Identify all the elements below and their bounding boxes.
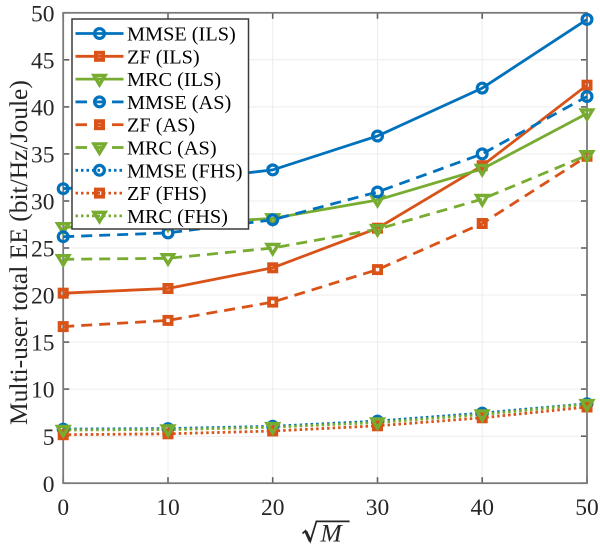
svg-text:MRC (FHS): MRC (FHS) [127, 206, 228, 228]
svg-text:40: 40 [31, 96, 55, 122]
svg-text:25: 25 [31, 237, 55, 263]
svg-text:ZF (ILS): ZF (ILS) [127, 46, 200, 68]
svg-text:15: 15 [31, 331, 55, 357]
svg-text:10: 10 [156, 495, 180, 521]
svg-text:MRC (AS): MRC (AS) [127, 138, 217, 160]
svg-text:50: 50 [31, 1, 55, 27]
svg-text:20: 20 [31, 284, 55, 310]
svg-text:MRC (ILS): MRC (ILS) [127, 69, 221, 91]
svg-text:45: 45 [31, 48, 55, 74]
svg-text:35: 35 [31, 143, 55, 169]
svg-text:0: 0 [43, 472, 55, 498]
svg-text:ZF (FHS): ZF (FHS) [127, 183, 206, 205]
svg-text:40: 40 [470, 495, 494, 521]
svg-text:30: 30 [366, 495, 390, 521]
svg-text:5: 5 [43, 425, 55, 451]
svg-text:MMSE (AS): MMSE (AS) [127, 92, 231, 114]
svg-text:M: M [320, 519, 344, 548]
svg-text:10: 10 [31, 378, 55, 404]
svg-text:ZF (AS): ZF (AS) [127, 115, 195, 137]
svg-text:0: 0 [57, 495, 69, 521]
svg-text:Multi-user total EE (bit/Hz/Jo: Multi-user total EE (bit/Hz/Joule) [4, 80, 33, 425]
svg-text:20: 20 [261, 495, 285, 521]
svg-text:30: 30 [31, 190, 55, 216]
svg-text:50: 50 [575, 495, 599, 521]
svg-text:MMSE (ILS): MMSE (ILS) [127, 24, 236, 46]
svg-text:MMSE (FHS): MMSE (FHS) [127, 160, 243, 182]
